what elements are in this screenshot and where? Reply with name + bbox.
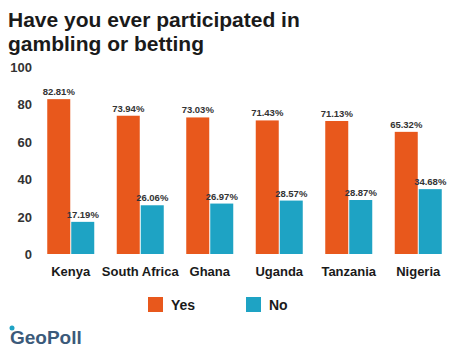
bar: [141, 205, 164, 254]
y-tick: [33, 141, 36, 142]
y-tick-label: 40: [18, 172, 32, 187]
data-label: 17.19%: [67, 209, 100, 220]
bar: [395, 132, 418, 254]
title-line: gambling or betting: [8, 32, 204, 55]
x-tick-label: Tanzania: [321, 264, 376, 279]
y-tick-label: 20: [18, 210, 32, 225]
data-label: 26.06%: [136, 192, 169, 203]
y-tick: [33, 254, 36, 255]
y-tick: [33, 216, 36, 217]
bar: [117, 116, 140, 254]
y-tick: [33, 179, 36, 180]
data-label: 71.43%: [251, 107, 284, 118]
legend-swatch: [148, 297, 163, 312]
legend-label: Yes: [171, 297, 195, 313]
bar: [280, 201, 303, 254]
y-tick-label: 100: [10, 60, 32, 75]
chart-root: Have you ever participated ingambling or…: [0, 0, 455, 355]
legend: Yes No: [148, 297, 288, 313]
x-tick-label: Nigeria: [396, 264, 441, 279]
y-tick-label: 60: [18, 135, 32, 150]
title-line: Have you ever participated in: [8, 8, 300, 31]
title: Have you ever participated ingambling or…: [8, 8, 300, 55]
bar: [349, 200, 372, 254]
x-tick-label: South Africa: [102, 264, 180, 279]
bar: [71, 222, 94, 254]
x-tick-label: Kenya: [51, 264, 91, 279]
bars: [47, 99, 442, 254]
bar: [419, 189, 442, 254]
data-label: 26.97%: [206, 191, 239, 202]
data-label: 82.81%: [43, 86, 76, 97]
y-tick: [33, 67, 36, 68]
legend-swatch: [246, 297, 261, 312]
chart: Have you ever participated ingambling or…: [0, 0, 455, 355]
bar: [210, 204, 233, 254]
y-tick-label: 0: [25, 247, 32, 262]
legend-label: No: [269, 297, 288, 313]
x-tick-label: Ghana: [190, 264, 231, 279]
y-tick: [33, 104, 36, 105]
data-label: 28.57%: [275, 188, 308, 199]
data-label: 28.87%: [345, 187, 378, 198]
data-label: 34.68%: [414, 176, 447, 187]
bar: [186, 117, 209, 254]
data-label: 65.32%: [390, 119, 423, 130]
background: [0, 0, 455, 355]
y-tick-label: 80: [18, 97, 32, 112]
logo: GeoPoll: [10, 327, 82, 348]
data-label: 73.03%: [182, 104, 215, 115]
bar: [47, 99, 70, 254]
data-label: 73.94%: [112, 103, 145, 114]
x-tick-label: Uganda: [255, 264, 303, 279]
data-label: 71.13%: [321, 108, 354, 119]
